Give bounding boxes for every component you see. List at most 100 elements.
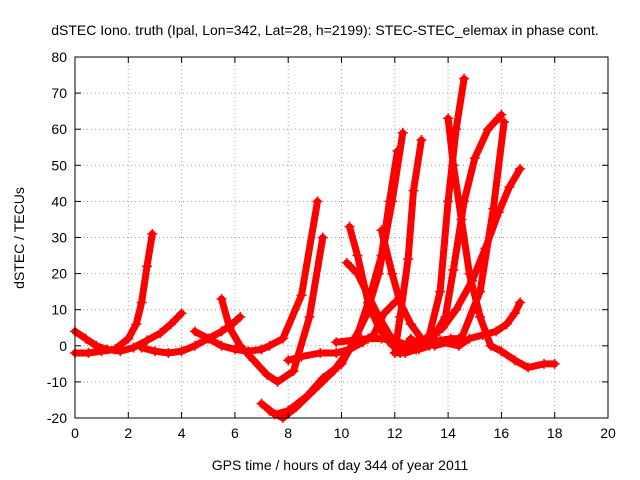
data-point xyxy=(416,135,427,146)
data-point xyxy=(163,348,174,359)
data-series xyxy=(429,109,507,340)
data-point xyxy=(261,369,272,380)
x-tick-label: 8 xyxy=(284,425,292,441)
data-point xyxy=(147,228,158,239)
data-point xyxy=(411,344,422,355)
data-point xyxy=(387,268,398,279)
data-point xyxy=(408,185,419,196)
data-point xyxy=(131,319,142,330)
data-point xyxy=(165,319,176,330)
y-tick-label: 30 xyxy=(51,230,67,246)
data-point xyxy=(384,329,395,340)
data-point xyxy=(317,232,328,243)
data-point xyxy=(451,124,462,135)
data-point xyxy=(341,257,352,268)
data-point xyxy=(101,344,112,355)
x-tick-label: 14 xyxy=(440,425,456,441)
data-series xyxy=(453,297,526,351)
data-point xyxy=(229,344,240,355)
data-point xyxy=(509,308,520,319)
data-point xyxy=(264,340,275,351)
data-point xyxy=(456,214,467,225)
data-point xyxy=(363,290,374,301)
data-point xyxy=(395,311,406,322)
data-point xyxy=(453,340,464,351)
data-point xyxy=(328,366,339,377)
data-point xyxy=(405,337,416,348)
data-point xyxy=(459,73,470,84)
x-tick-label: 20 xyxy=(600,425,616,441)
data-point xyxy=(235,311,246,322)
data-point xyxy=(352,268,363,279)
y-tick-label: 20 xyxy=(51,266,67,282)
series-layer xyxy=(70,73,560,423)
data-point xyxy=(504,181,515,192)
data-point xyxy=(141,335,152,346)
chart-title: dSTEC Iono. truth (Ipal, Lon=342, Lat=28… xyxy=(51,22,598,38)
data-point xyxy=(440,311,451,322)
data-point xyxy=(235,340,246,351)
data-point xyxy=(373,311,384,322)
data-point xyxy=(296,290,307,301)
data-point xyxy=(405,319,416,330)
data-point xyxy=(387,196,398,207)
y-tick-label: 10 xyxy=(51,302,67,318)
data-point xyxy=(424,329,435,340)
data-point xyxy=(352,250,363,261)
data-point xyxy=(123,333,134,344)
data-point xyxy=(443,196,454,207)
x-tick-label: 18 xyxy=(547,425,563,441)
data-point xyxy=(264,405,275,416)
data-point xyxy=(288,366,299,377)
y-ticks: -20 -10 0 10 20 30 40 50 60 70 80 xyxy=(47,49,608,426)
data-point xyxy=(483,124,494,135)
data-point xyxy=(331,337,342,348)
data-point xyxy=(224,322,235,333)
data-point xyxy=(493,207,504,218)
data-point xyxy=(464,268,475,279)
data-point xyxy=(443,113,454,124)
data-point xyxy=(515,297,526,308)
data-point xyxy=(296,351,307,362)
data-point xyxy=(277,333,288,344)
x-ticks: 0 2 4 6 8 10 12 14 16 18 20 xyxy=(71,57,616,441)
data-series xyxy=(443,113,560,373)
data-point xyxy=(136,297,147,308)
data-point xyxy=(149,346,160,357)
data-point xyxy=(315,348,326,359)
data-point xyxy=(272,376,283,387)
series-trace xyxy=(71,309,186,355)
y-tick-label: 70 xyxy=(51,85,67,101)
data-point xyxy=(509,355,520,366)
data-point xyxy=(344,344,355,355)
data-point xyxy=(429,340,440,351)
data-point xyxy=(344,221,355,232)
data-point xyxy=(283,355,294,366)
data-point xyxy=(496,109,507,120)
y-tick-label: -10 xyxy=(47,374,67,390)
data-point xyxy=(312,196,323,207)
data-point xyxy=(136,342,147,353)
data-point xyxy=(499,116,510,127)
data-point xyxy=(539,358,550,369)
data-point xyxy=(475,311,486,322)
series-trace xyxy=(191,197,321,355)
data-point xyxy=(400,348,411,359)
data-point xyxy=(256,344,267,355)
data-series xyxy=(70,308,187,357)
data-point xyxy=(477,329,488,340)
data-point xyxy=(176,346,187,357)
series-trace xyxy=(412,75,468,353)
x-tick-label: 2 xyxy=(124,425,132,441)
y-tick-label: -20 xyxy=(47,410,67,426)
y-tick-label: 50 xyxy=(51,157,67,173)
data-point xyxy=(549,358,560,369)
data-point xyxy=(203,333,214,344)
data-point xyxy=(363,333,374,344)
x-tick-label: 6 xyxy=(231,425,239,441)
data-point xyxy=(501,319,512,330)
data-point xyxy=(216,326,227,337)
x-tick-label: 0 xyxy=(71,425,79,441)
data-point xyxy=(216,340,227,351)
data-point xyxy=(304,311,315,322)
